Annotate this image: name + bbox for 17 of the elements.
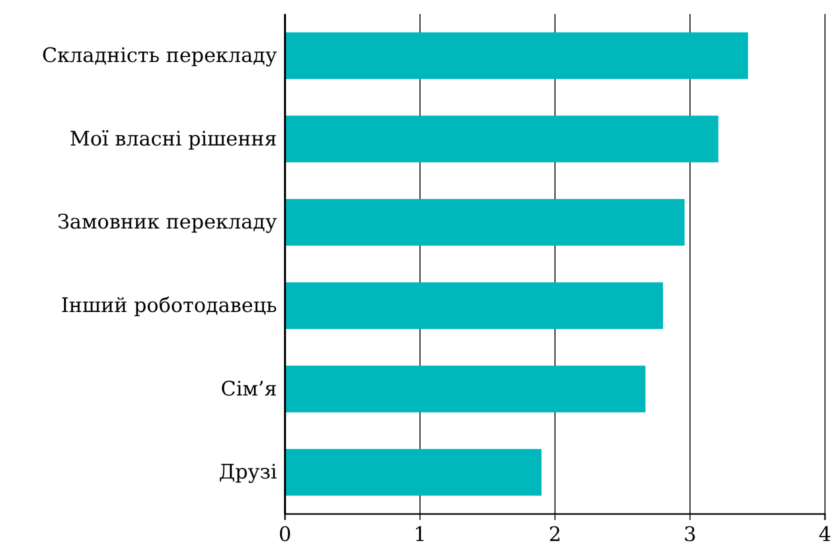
bar	[285, 116, 718, 162]
y-tick-label: Друзі	[218, 460, 277, 484]
x-tick-label: 0	[278, 522, 292, 544]
x-tick-label: 3	[684, 522, 696, 544]
bar	[285, 282, 663, 329]
bar	[285, 449, 542, 496]
y-tick-label: Мої власні рішення	[70, 126, 277, 150]
bar	[285, 32, 748, 79]
y-tick-label: Інший роботодавець	[61, 293, 278, 318]
x-tick-label: 4	[818, 522, 832, 544]
y-tick-label: Складність перекладу	[42, 43, 278, 68]
y-tick-label: Замовник перекладу	[57, 210, 278, 234]
x-tick-label: 1	[414, 522, 426, 544]
bar	[285, 199, 685, 246]
bar	[285, 366, 646, 412]
x-tick-label: 2	[548, 522, 562, 544]
y-tick-label: Сім’я	[220, 376, 277, 400]
